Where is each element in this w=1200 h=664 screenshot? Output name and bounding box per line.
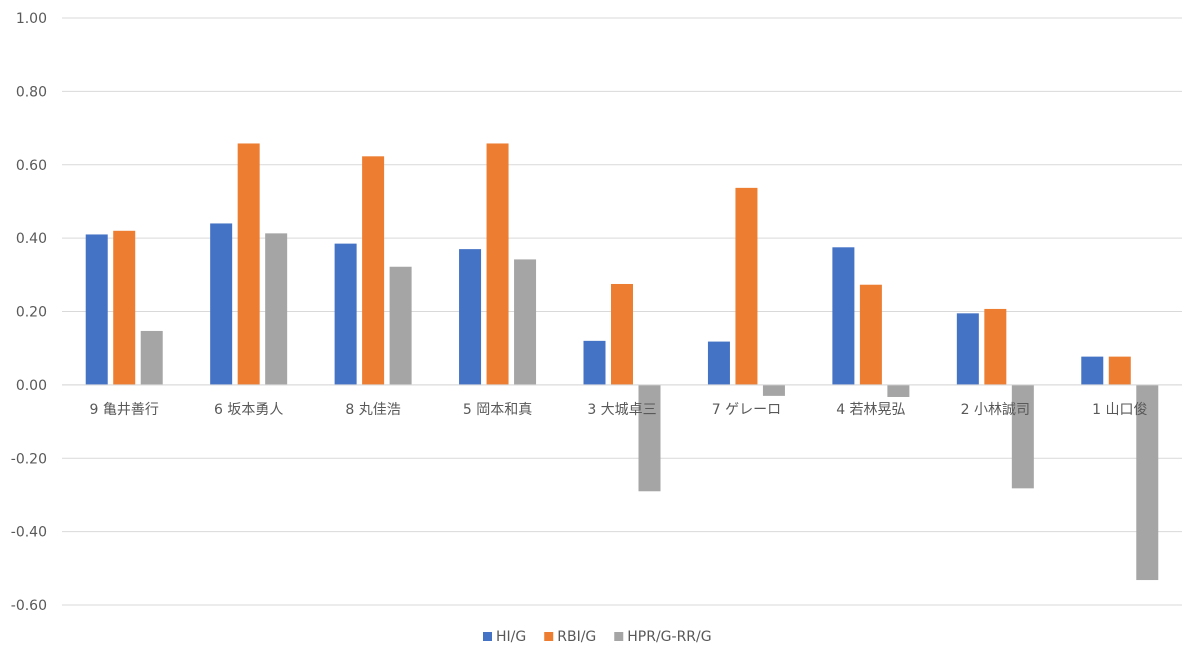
y-tick-label: -0.40 <box>11 525 47 541</box>
y-tick-label: 0.20 <box>16 305 47 321</box>
category-label: 5 岡本和真 <box>463 402 532 418</box>
category-label: 6 坂本勇人 <box>214 402 283 418</box>
bar <box>1011 384 1034 489</box>
bar <box>583 340 606 385</box>
category-label: 9 亀井善行 <box>90 402 159 418</box>
bar <box>486 143 509 385</box>
category-label: 7 ゲレーロ <box>712 402 781 418</box>
y-tick-label: 0.00 <box>16 378 47 394</box>
bar <box>956 313 979 385</box>
bar <box>984 308 1007 385</box>
category-label: 8 丸佳浩 <box>345 402 400 418</box>
bar <box>140 330 163 385</box>
bar <box>859 284 882 385</box>
legend-swatch <box>614 632 624 641</box>
y-tick-label: 1.00 <box>16 11 47 27</box>
bar <box>265 233 288 385</box>
legend-label: HPR/G-RR/G <box>627 629 711 645</box>
y-tick-label: -0.20 <box>11 451 47 467</box>
bar <box>1081 356 1104 385</box>
category-label: 4 若林晃弘 <box>836 402 905 418</box>
y-tick-label: 0.40 <box>16 231 47 247</box>
legend-swatch <box>483 632 492 641</box>
bar <box>887 384 910 397</box>
y-tick-label: -0.60 <box>11 598 47 614</box>
bars <box>62 143 1182 581</box>
bar <box>389 266 412 385</box>
legend-label: RBI/G <box>557 629 596 645</box>
bar <box>514 259 537 385</box>
category-label: 3 大城卓三 <box>587 402 656 418</box>
bar <box>832 247 855 385</box>
category-label: 1 山口俊 <box>1092 402 1147 418</box>
y-tick-label: 0.60 <box>16 158 47 174</box>
bar <box>735 187 758 385</box>
bar <box>362 156 385 385</box>
legend-label: HI/G <box>496 629 526 645</box>
bar <box>334 243 357 385</box>
bar <box>707 341 730 385</box>
bar <box>1136 384 1159 581</box>
y-tick-label: 0.80 <box>16 84 47 100</box>
legend: HI/G RBI/G HPR/G-RR/G <box>483 629 712 645</box>
bar <box>638 384 661 492</box>
bar <box>210 223 233 385</box>
bar <box>113 230 136 385</box>
bar <box>762 384 785 396</box>
bar <box>459 249 482 385</box>
y-axis-labels: 1.00 0.80 0.60 0.40 0.20 0.00 -0.20 -0.40 -0.60 <box>11 11 47 614</box>
category-labels: 9 亀井善行 6 坂本勇人 8 丸佳浩 5 岡本和真 3 大城卓三 7 ゲレーロ 4 若林晃… <box>90 402 1148 418</box>
legend-swatch <box>544 632 554 641</box>
bar <box>1108 356 1131 385</box>
bar <box>85 234 108 385</box>
category-label: 2 小林誠司 <box>961 402 1030 418</box>
bar <box>237 143 260 385</box>
bar <box>611 283 633 385</box>
